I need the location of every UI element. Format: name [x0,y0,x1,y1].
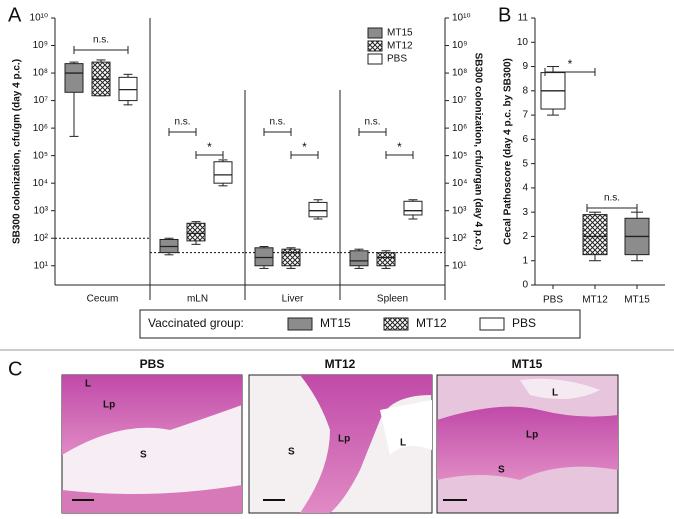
legend-label: PBS [512,316,536,330]
legend-swatch [367,40,383,52]
image-annotation: S [140,450,147,461]
significance: * [568,57,573,71]
image-annotation: S [498,465,505,476]
y-tick-label: 10⁵ [33,150,48,161]
y-tick-label: 10⁸ [33,68,48,79]
y-tick-label: 5 [522,158,528,169]
image-annotation: S [288,447,295,458]
image-annotation: Lp [526,430,538,441]
image [61,374,243,514]
box [349,250,369,267]
legend-label: MT12 [416,316,447,330]
y2-tick-label: 10⁶ [452,123,467,134]
legend-swatch [479,317,505,331]
legend-box [139,309,581,339]
y-tick-label: 10⁹ [33,40,48,51]
panel-label: C [8,358,22,380]
box [64,63,84,93]
legend-label: MT15 [320,316,351,330]
significance: n.s. [269,117,285,128]
image [436,374,619,514]
y-tick-label: 4 [522,183,528,194]
significance: n.s. [93,35,109,46]
histology: PBS L Lp S MT12 S Lp L MT15 L Lp S [61,357,619,514]
x-tick-label: PBS [543,295,563,306]
y-tick-label: 9 [522,61,528,72]
y2-tick-label: 10⁹ [452,40,467,51]
image-annotation: L [552,388,558,399]
y-axis-title: Cecal Pathoscore (day 4 p.c. by SB300) [503,58,514,245]
legend-swatch [383,317,409,331]
x-tick-label: MT15 [624,295,650,306]
legend-title: Vaccinated group: [148,316,244,330]
significance: * [397,140,402,154]
box [213,161,233,184]
y-tick-label: 10⁴ [33,178,48,189]
image-annotation: Lp [103,400,115,411]
y-tick-label: 6 [522,134,528,145]
y2-tick-label: 10¹ [452,260,467,271]
x-tick-label: Cecum [87,294,119,305]
y-tick-label: 10³ [34,205,49,216]
y-tick-label: 10¹⁰ [30,13,48,24]
y-tick-label: 7 [522,110,528,121]
x-tick-label: Liver [282,294,304,305]
image-title: MT15 [512,357,543,371]
y-tick-label: 10⁶ [33,123,48,134]
y-tick-label: 8 [522,85,528,96]
image-title: MT12 [325,357,356,371]
y-tick-label: 1 [522,255,528,266]
legend-label: PBS [387,54,407,65]
box [254,247,274,267]
image [248,374,433,514]
significance: n.s. [364,117,380,128]
legend-label: MT15 [387,28,413,39]
image-annotation: Lp [338,434,350,445]
y-tick-label: 10¹ [34,260,49,271]
legend-label: MT12 [387,41,413,52]
y2-tick-label: 10¹⁰ [452,13,470,24]
y-tick-label: 10 [517,37,529,48]
y2-tick-label: 10⁷ [452,95,467,106]
image-title: PBS [140,357,165,371]
y2-tick-label: 10⁵ [452,150,467,161]
y2-axis-title: SB300 colonization, cfu/organ (day 4 p.c… [472,53,483,251]
box [281,248,301,267]
box [118,76,138,102]
significance: * [302,140,307,154]
y2-tick-label: 10² [452,233,467,244]
y2-tick-label: 10⁴ [452,178,467,189]
x-tick-label: Spleen [377,294,408,305]
x-tick-label: MT12 [582,295,608,306]
y2-tick-label: 10³ [452,205,467,216]
legend-swatch [287,317,313,331]
x-tick-label: mLN [187,294,208,305]
image-annotation: L [85,379,91,390]
y-axis-title: SB300 colonization, cfu/gm (day 4 p.c.) [12,59,23,244]
box [376,252,396,267]
y-tick-label: 10² [34,233,49,244]
panel-label: A [8,4,22,26]
box [308,201,328,218]
y-tick-label: 3 [522,207,528,218]
y2-tick-label: 10⁸ [452,68,467,79]
image-annotation: L [400,438,406,449]
significance: n.s. [604,193,620,204]
legend-swatch [367,53,383,65]
significance: n.s. [174,117,190,128]
box [403,200,423,216]
significance: * [207,140,212,154]
y-tick-label: 11 [518,13,529,24]
y-tick-label: 2 [522,231,528,242]
y-tick-label: 10⁷ [33,95,48,106]
legend-swatch [367,27,383,39]
y-tick-label: 0 [522,280,528,291]
box [582,214,608,256]
panel-label: B [498,4,511,26]
box [186,222,206,242]
